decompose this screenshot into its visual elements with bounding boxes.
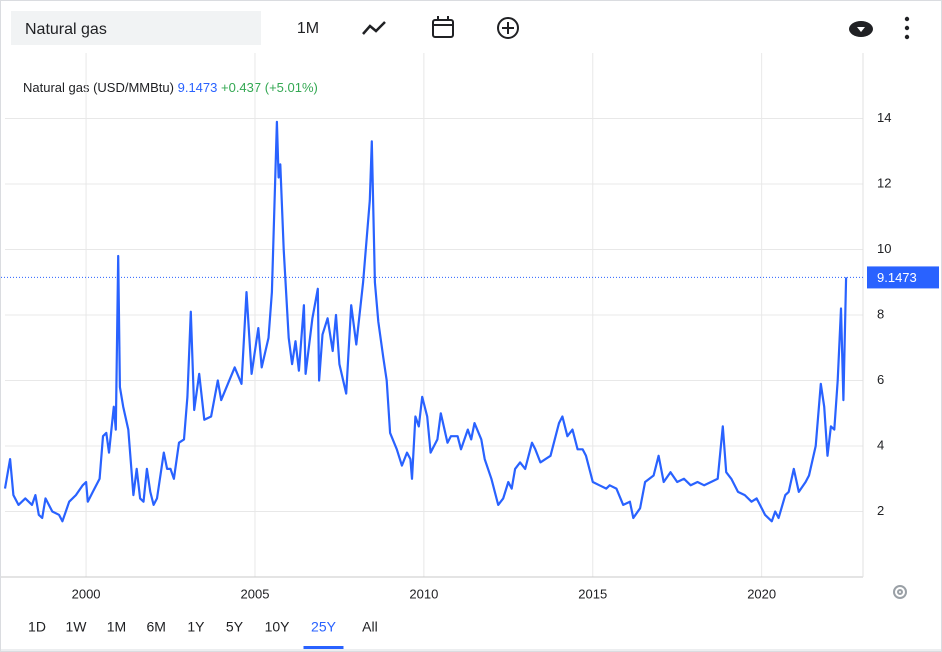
range-button[interactable]: 5Y [226, 619, 244, 635]
range-button[interactable]: 1D [28, 619, 46, 635]
x-tick-label: 2000 [72, 586, 101, 601]
title: Natural gas (USD/MMBtu) [23, 80, 174, 95]
search-text: Natural gas [25, 21, 107, 38]
y-tick-label: 14 [877, 110, 891, 125]
x-tick-label: 2010 [409, 586, 438, 601]
last-price: 9.1473 [178, 80, 218, 95]
download-icon[interactable] [849, 21, 873, 37]
range-button[interactable]: 1W [65, 619, 87, 635]
more-icon[interactable] [904, 16, 910, 40]
plot: 2 4 6 8 10 12 14 2000 2005 2010 2015 2020 9.1473 [1, 53, 939, 601]
x-tick-label: 2015 [578, 586, 607, 601]
search-box[interactable] [11, 11, 261, 45]
series-title: Natural gas (USD/MMBtu) 9.1473 +0.437 (+… [23, 80, 318, 95]
interval-button[interactable]: 1M [297, 20, 319, 37]
y-tick-label: 10 [877, 241, 891, 256]
price-line [3, 120, 848, 523]
range-button[interactable]: 10Y [265, 619, 291, 635]
chart-type-icon[interactable] [362, 21, 386, 35]
x-tick-label: 2005 [241, 586, 270, 601]
change-percent: (+5.01%) [265, 80, 318, 95]
range-button[interactable]: 1M [107, 619, 126, 635]
settings-icon[interactable] [893, 585, 907, 599]
x-tick-label: 2020 [747, 586, 776, 601]
range-bar: 1D 1W 1M 6M 1Y 5Y 10Y 25Y All [28, 619, 378, 649]
compare-icon[interactable] [497, 17, 519, 39]
y-tick-label: 4 [877, 437, 884, 452]
range-button[interactable]: 6M [146, 619, 165, 635]
range-button[interactable]: 1Y [187, 619, 205, 635]
last-price-badge [867, 266, 939, 289]
range-button[interactable]: 25Y [311, 619, 337, 635]
change: +0.437 [221, 80, 261, 95]
last-price-label: 9.1473 [877, 270, 917, 285]
calendar-icon[interactable] [432, 16, 454, 38]
y-tick-label: 6 [877, 372, 884, 387]
range-button[interactable]: All [362, 619, 378, 635]
y-tick-label: 2 [877, 503, 884, 518]
y-tick-label: 8 [877, 306, 884, 321]
y-tick-label: 12 [877, 175, 891, 190]
active-range-underline [303, 646, 344, 649]
